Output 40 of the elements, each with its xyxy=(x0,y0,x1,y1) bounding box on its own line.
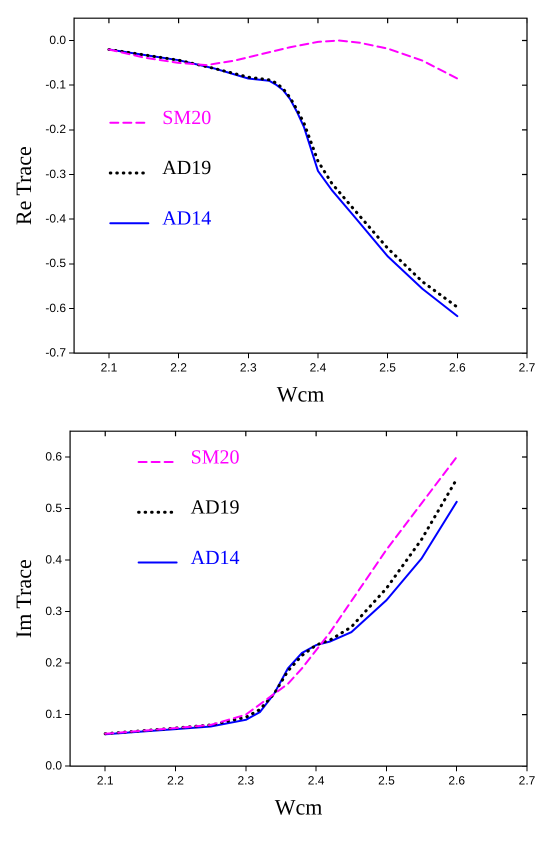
x-tick-label: 2.1 xyxy=(96,774,114,788)
y-tick-label: 0.3 xyxy=(45,604,62,618)
y-tick-label: 0.1 xyxy=(45,706,62,721)
y-tick-label: 0.5 xyxy=(45,500,62,515)
y-tick-label: 0.0 xyxy=(45,758,62,773)
x-tick-label: 2.5 xyxy=(379,360,396,375)
y-tick-label: -0.2 xyxy=(45,122,66,136)
y-tick-label: -0.5 xyxy=(45,256,66,270)
y-tick-label: -0.3 xyxy=(45,166,66,181)
line-series xyxy=(108,40,458,80)
y-tick-label: -0.4 xyxy=(45,212,66,226)
y-tick-label: 0.4 xyxy=(45,552,62,566)
y-tick-label: 0.6 xyxy=(45,449,62,464)
x-axis-title: Wcm xyxy=(274,794,322,820)
x-tick-label: 2.1 xyxy=(100,360,118,375)
legend-label: AD14 xyxy=(190,546,240,569)
x-tick-label: 2.3 xyxy=(237,774,254,788)
legend-label: AD19 xyxy=(190,496,240,518)
x-tick-label: 2.6 xyxy=(448,360,466,375)
x-tick-label: 2.2 xyxy=(170,360,188,375)
x-tick-label: 2.4 xyxy=(310,360,327,375)
x-tick-label: 2.6 xyxy=(448,774,466,788)
y-tick-label: 0.2 xyxy=(45,655,62,670)
x-tick-label: 2.7 xyxy=(518,774,536,788)
x-axis-title: Wcm xyxy=(276,382,324,407)
y-axis-title: Re Trace xyxy=(10,146,36,226)
legend-label: SM20 xyxy=(190,446,240,468)
legend-label: AD14 xyxy=(162,207,212,230)
x-tick-label: 2.4 xyxy=(308,774,325,788)
x-tick-label: 2.3 xyxy=(240,360,257,375)
y-axis-title: Im Trace xyxy=(10,559,36,638)
legend-label: AD19 xyxy=(162,157,212,180)
x-tick-label: 2.5 xyxy=(378,774,396,788)
y-tick-label: 0.0 xyxy=(49,32,66,47)
x-tick-label: 2.7 xyxy=(518,360,536,375)
y-tick-label: -0.1 xyxy=(45,78,66,92)
y-tick-label: -0.6 xyxy=(45,300,66,315)
x-tick-label: 2.2 xyxy=(167,774,184,788)
y-tick-label: -0.7 xyxy=(45,346,66,360)
legend-label: SM20 xyxy=(162,106,212,129)
